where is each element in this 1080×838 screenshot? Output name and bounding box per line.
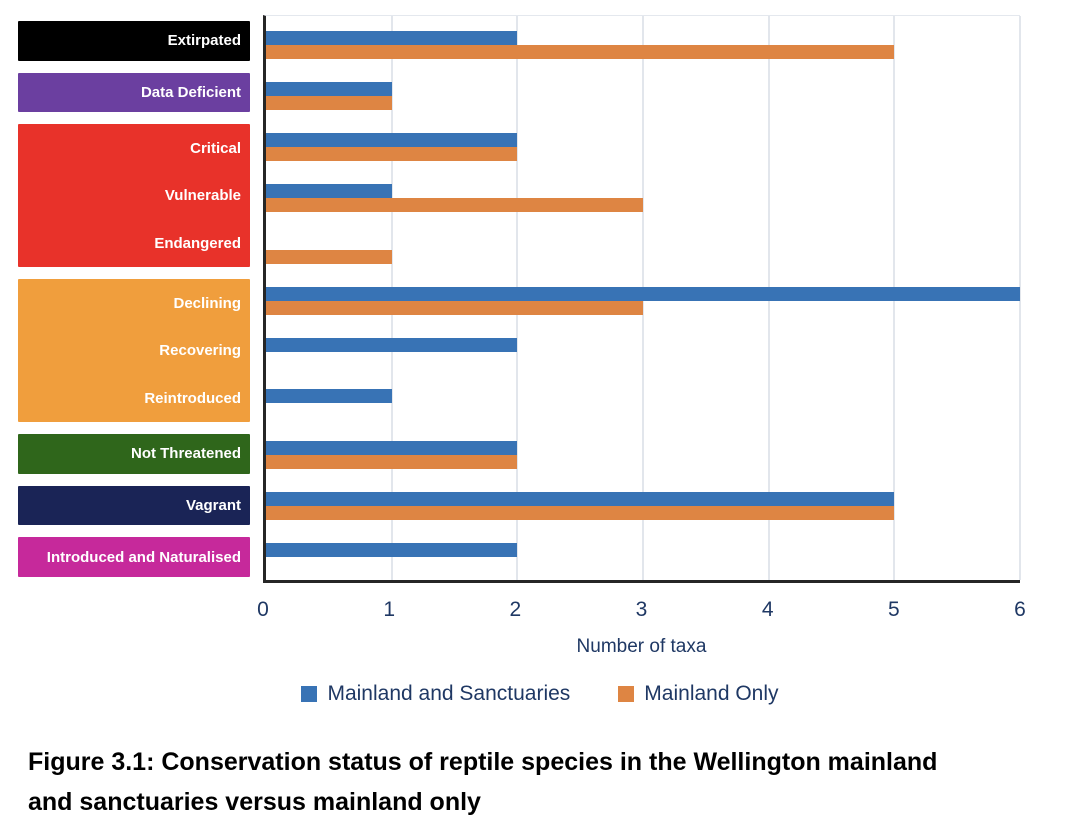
bar-mainland-only — [266, 506, 895, 521]
bar-mainland-and-sanctuaries — [266, 440, 518, 455]
x-axis-ticks: 0 1 2 3 4 5 6 — [257, 598, 1026, 624]
figure-caption: Figure 3.1: Conservation status of repti… — [28, 742, 1048, 822]
category-label-endangered: Endangered — [154, 234, 241, 252]
category-label-recovering: Recovering — [159, 342, 241, 360]
legend-label: Mainland Only — [644, 682, 779, 705]
category-label-data-deficient: Data Deficient — [140, 83, 241, 101]
bar-mainland-only — [266, 95, 392, 110]
legend-item-mainland-and-sanctuaries: Mainland and Sanctuaries — [301, 682, 570, 706]
category-label-column: Extirpated Data Deficient Critical Vulnerab… — [18, 15, 250, 583]
bar-mainland-and-sanctuaries — [266, 81, 392, 96]
category-row-introduced-and-naturalised — [266, 532, 1020, 583]
category-label-not-threatened: Not Threatened — [130, 445, 241, 463]
category-group-data-deficient: Data Deficient — [18, 67, 250, 119]
category-label-extirpated: Extirpated — [167, 32, 241, 50]
bar-mainland-only — [266, 147, 518, 162]
caption-line-2: and sanctuaries versus mainland only — [28, 788, 481, 816]
category-group-block: Declining Recovering Reintroduced — [18, 279, 250, 423]
category-row-data-deficient — [266, 70, 1020, 121]
bar-mainland-and-sanctuaries — [266, 338, 518, 353]
bar-mainland-and-sanctuaries — [266, 30, 518, 45]
category-row-vagrant — [266, 480, 1020, 531]
category-group-block: Introduced and Naturalised — [18, 537, 250, 578]
category-group-vagrant: Vagrant — [18, 480, 250, 532]
x-axis-title: Number of taxa — [576, 636, 707, 657]
x-tick-label-0: 0 — [257, 598, 269, 621]
category-label-introduced-and-naturalised: Introduced and Naturalised — [46, 548, 241, 566]
category-label-vulnerable: Vulnerable — [164, 187, 241, 205]
category-row-endangered — [266, 224, 1020, 275]
legend: Mainland and Sanctuaries Mainland Only — [0, 682, 1080, 706]
x-tick-label-1: 1 — [383, 598, 395, 621]
category-group-block: Critical Vulnerable Endangered — [18, 124, 250, 268]
category-label-critical: Critical — [190, 139, 241, 157]
plot-area — [263, 15, 1021, 583]
legend-swatch-icon — [618, 686, 635, 702]
bar-mainland-and-sanctuaries — [266, 184, 392, 199]
x-tick-label-2: 2 — [509, 598, 522, 621]
legend-swatch-icon — [301, 686, 318, 702]
category-group-extirpated: Extirpated — [18, 15, 250, 67]
legend-label: Mainland and Sanctuaries — [327, 682, 571, 705]
category-row-recovering — [266, 327, 1020, 378]
x-tick-label-3: 3 — [635, 598, 648, 621]
bar-mainland-and-sanctuaries — [266, 543, 518, 558]
category-row-reintroduced — [266, 378, 1020, 429]
category-group-block: Data Deficient — [18, 72, 250, 113]
x-tick-label-5: 5 — [887, 598, 900, 621]
category-row-vulnerable — [266, 173, 1020, 224]
bar-mainland-only — [266, 44, 895, 59]
bar-mainland-and-sanctuaries — [266, 492, 895, 507]
caption-line-1: Figure 3.1: Conservation status of repti… — [28, 748, 938, 776]
category-group-not-threatened: Not Threatened — [18, 428, 250, 480]
bar-mainland-and-sanctuaries — [266, 286, 1020, 301]
category-group-introduced: Introduced and Naturalised — [18, 531, 250, 583]
category-group-block: Not Threatened — [18, 434, 250, 474]
category-row-critical — [266, 122, 1020, 173]
x-tick-label-6: 6 — [1014, 598, 1026, 621]
bar-rows — [266, 16, 1020, 580]
category-group-block: Extirpated — [18, 21, 250, 61]
category-label-declining: Declining — [173, 294, 241, 312]
bar-mainland-only — [266, 300, 643, 315]
bar-mainland-only — [266, 198, 643, 213]
x-tick-label-4: 4 — [761, 598, 774, 621]
legend-item-mainland-only: Mainland Only — [618, 682, 779, 706]
category-row-extirpated — [266, 19, 1020, 70]
category-row-not-threatened — [266, 429, 1020, 480]
bar-mainland-and-sanctuaries — [266, 389, 392, 404]
bar-mainland-and-sanctuaries — [266, 133, 518, 148]
category-group-threatened: Critical Vulnerable Endangered — [18, 118, 250, 273]
category-label-reintroduced: Reintroduced — [144, 389, 241, 407]
bar-mainland-only — [266, 454, 518, 469]
gridline — [1019, 16, 1021, 580]
category-group-at-risk: Declining Recovering Reintroduced — [18, 273, 250, 428]
category-label-vagrant: Vagrant — [185, 497, 241, 515]
category-row-declining — [266, 275, 1020, 326]
category-group-block: Vagrant — [18, 485, 250, 526]
bar-mainland-only — [266, 249, 392, 264]
